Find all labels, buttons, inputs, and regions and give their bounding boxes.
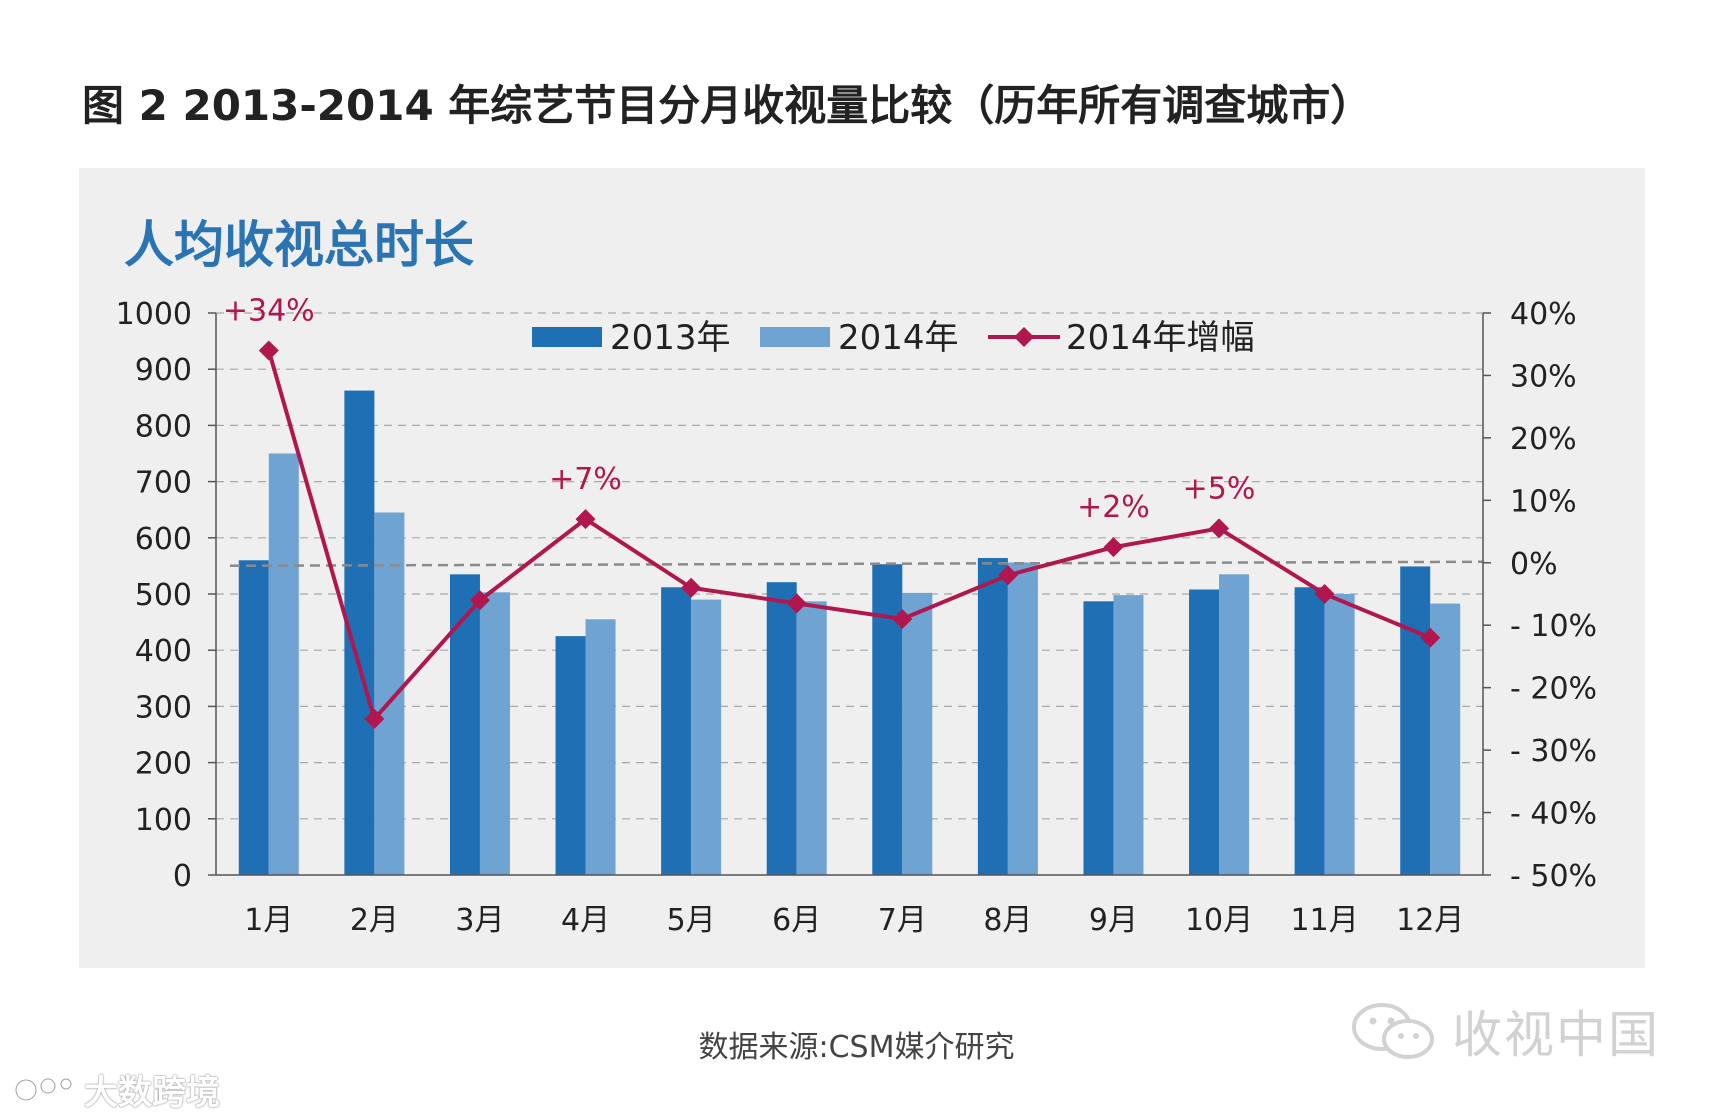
y-tick-label: 500: [135, 578, 192, 613]
legend-label-growth: 2014年增幅: [1066, 318, 1255, 358]
bar-2013: [555, 636, 586, 875]
watermark-shouzhi: 收视中国: [1350, 995, 1660, 1067]
bars: [238, 390, 1461, 875]
x-tick-label: 1月: [244, 903, 293, 938]
growth-marker: [1420, 627, 1441, 648]
growth-marker: [786, 593, 807, 614]
bar-2014: [691, 599, 722, 875]
growth-marker: [1103, 537, 1124, 558]
x-tick-label: 8月: [983, 903, 1032, 938]
y-tick-label: 400: [135, 634, 192, 669]
growth-marker: [575, 509, 596, 530]
bar-2014: [1324, 594, 1355, 875]
legend-swatch-2014: [760, 327, 830, 347]
y2-tick-label: 40%: [1510, 297, 1577, 332]
x-tick-label: 2月: [350, 903, 399, 938]
y2-tick-label: 0%: [1510, 547, 1558, 582]
bar-2014: [1430, 603, 1461, 875]
zero-percent-line: [229, 560, 1484, 568]
x-tick-label: 9月: [1089, 903, 1138, 938]
bar-2014: [1007, 562, 1038, 875]
chart-panel: [79, 168, 1645, 968]
y-tick-label: 200: [135, 747, 192, 782]
x-tick-label: 3月: [455, 903, 504, 938]
bar-2013: [449, 574, 480, 875]
watermark-right-text: 收视中国: [1452, 1006, 1660, 1064]
bar-2013: [1294, 587, 1325, 875]
watermark-logo-icon: [14, 1076, 73, 1102]
x-tick-label: 6月: [772, 903, 821, 938]
x-tick-label: 4月: [561, 903, 610, 938]
y2-tick-label: 10%: [1510, 484, 1577, 519]
bar-2013: [872, 564, 903, 875]
bar-2013: [661, 587, 692, 875]
wechat-icon: [1352, 1003, 1434, 1059]
growth-polyline: [266, 349, 1431, 723]
growth-annotation: +2%: [1077, 490, 1150, 525]
y-tick-label: 300: [135, 690, 192, 725]
growth-marker: [469, 590, 490, 611]
bar-2014: [1113, 595, 1144, 875]
bar-2014: [479, 592, 510, 875]
axes: 0 100 200 300 400 500 600 700 800 900 1000 - 50% - 4…: [116, 297, 1597, 938]
growth-annotation: +5%: [1183, 471, 1256, 506]
y-tick-label: 600: [135, 522, 192, 557]
bar-2013: [977, 558, 1008, 875]
bar-2013: [1083, 601, 1114, 875]
bar-2014: [1219, 574, 1250, 875]
growth-marker: [1209, 518, 1230, 539]
growth-marker: [1314, 584, 1335, 604]
bar-2013: [1189, 589, 1220, 875]
bar-2014: [585, 619, 616, 875]
y-tick-label: 900: [135, 353, 192, 388]
x-tick-label: 12月: [1396, 903, 1464, 938]
growth-annotation: +7%: [549, 462, 622, 497]
legend-marker-growth: [1014, 327, 1034, 347]
bar-2014: [796, 601, 827, 875]
bar-2013: [1400, 566, 1431, 875]
data-source: 数据来源:CSM媒介研究: [698, 1030, 1015, 1065]
y-tick-label: 800: [135, 409, 192, 444]
y2-tick-label: - 20%: [1510, 672, 1597, 707]
growth-marker: [681, 577, 702, 598]
y2-tick-label: - 50%: [1510, 859, 1597, 894]
watermark-dashujing: 大数跨境: [12, 1065, 220, 1114]
x-tick-label: 10月: [1185, 903, 1253, 938]
y2-tick-label: 20%: [1510, 422, 1577, 457]
growth-marker: [997, 565, 1018, 586]
bar-2013: [766, 582, 797, 875]
x-tick-label: 11月: [1291, 903, 1359, 938]
x-tick-label: 5月: [667, 903, 716, 938]
y2-tick-label: - 10%: [1510, 609, 1597, 644]
y-tick-label: 0: [173, 859, 192, 894]
growth-line: +34% +7% +2% +5%: [223, 293, 1441, 729]
legend-swatch-2013: [532, 327, 602, 347]
chart-title: 人均收视总时长: [124, 216, 474, 274]
growth-annotation: +34%: [223, 293, 315, 328]
figure-title: 图 2 2013-2014 年综艺节目分月收视量比较（历年所有调查城市）: [82, 81, 1373, 130]
y-tick-label: 700: [135, 466, 192, 501]
growth-marker: [258, 340, 279, 361]
bar-2013: [238, 560, 269, 875]
y2-tick-label: - 30%: [1510, 734, 1597, 769]
growth-marker: [892, 608, 913, 629]
y2-tick-label: 30%: [1510, 359, 1577, 394]
y-tick-label: 1000: [116, 297, 192, 332]
y-tick-label: 100: [135, 803, 192, 838]
bar-2014: [268, 453, 299, 875]
bar-2014: [902, 592, 933, 875]
legend-label-2013: 2013年: [610, 318, 731, 358]
legend-label-2014: 2014年: [838, 318, 959, 358]
bar-2014: [374, 512, 405, 875]
grid-lines: [216, 312, 1483, 820]
y2-tick-label: - 40%: [1510, 797, 1597, 832]
growth-marker: [364, 708, 385, 729]
legend: 2013年 2014年 2014年增幅: [532, 318, 1255, 358]
watermark-left-text: 大数跨境: [84, 1073, 220, 1113]
x-tick-label: 7月: [878, 903, 927, 938]
